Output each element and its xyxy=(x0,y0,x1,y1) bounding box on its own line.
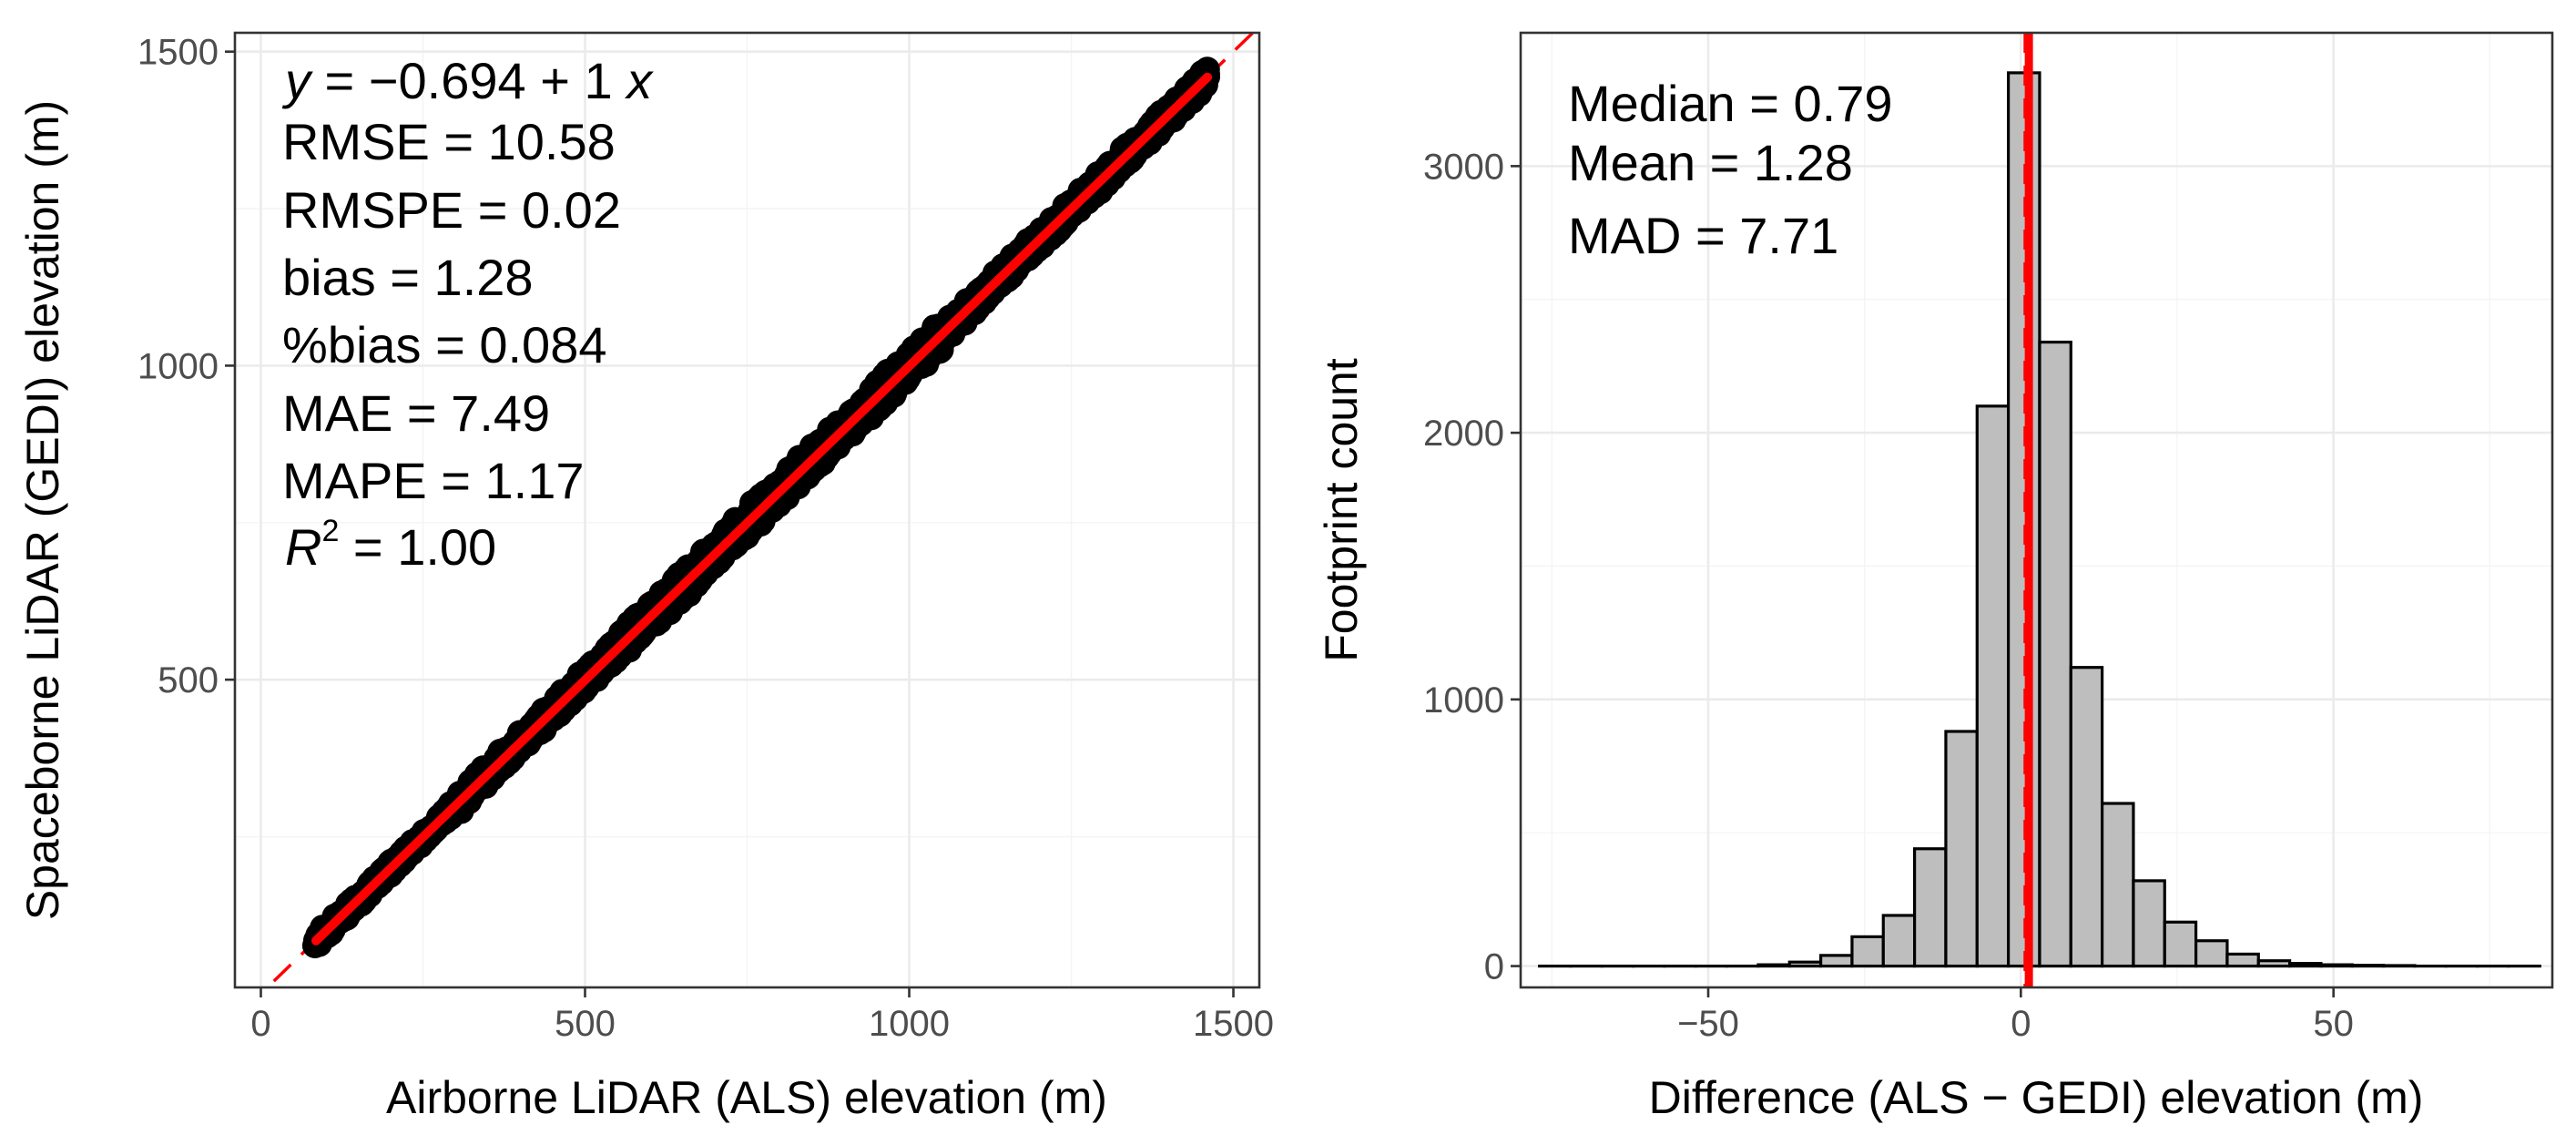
histogram-y-tick-label: 0 xyxy=(1484,947,1504,987)
scatter-y-tick-label: 1500 xyxy=(137,33,219,73)
histogram-bar xyxy=(1850,935,1885,968)
histogram-bar xyxy=(1818,954,1854,968)
fit-line xyxy=(311,72,1213,946)
histogram-bar xyxy=(2069,666,2104,968)
stat-rmspe: RMSPE = 0.02 xyxy=(282,181,621,239)
histogram-bar xyxy=(2132,879,2166,968)
histogram-bar xyxy=(1975,404,2011,968)
scatter-chart: 0 500 1000 1500 500 1000 1500 y = −0.694 + 1 … xyxy=(17,31,1274,1123)
equation-equals: = xyxy=(311,52,369,109)
histogram-bar xyxy=(2288,962,2323,968)
r2-symbol: R xyxy=(285,518,321,576)
histogram-x-axis-title: Difference (ALS − GEDI) elevation (m) xyxy=(1649,1072,2424,1123)
stat-mae: MAE = 7.49 xyxy=(282,384,550,442)
histogram-y-tick-label: 1000 xyxy=(1423,680,1504,721)
stat-mad: MAD = 7.71 xyxy=(1568,207,1838,264)
histogram-bar xyxy=(2194,939,2229,968)
equation-intercept: 0.694 xyxy=(399,52,526,109)
r2-value: = 1.00 xyxy=(339,518,496,576)
histogram-bar xyxy=(1913,847,1948,968)
histogram-bar xyxy=(1787,960,1823,968)
equation-minus-sign: − xyxy=(369,52,399,109)
histogram-bar xyxy=(1756,963,1791,968)
histogram-bar xyxy=(1881,914,1917,968)
stat-median: Median = 0.79 xyxy=(1568,75,1892,132)
histogram-panel-border xyxy=(1519,31,2554,989)
histogram-bar xyxy=(2038,340,2072,968)
scatter-y-tick-label: 1000 xyxy=(137,346,219,386)
scatter-x-axis-title: Airborne LiDAR (ALS) elevation (m) xyxy=(386,1072,1107,1123)
equation-coefficient: 1 xyxy=(585,52,627,109)
equation-y-symbol: y xyxy=(281,52,313,109)
equation-plus: + xyxy=(526,52,585,109)
r2-superscript: 2 xyxy=(321,514,339,548)
scatter-major-gridlines xyxy=(235,33,1259,987)
stat-r-squared: R2 = 1.00 xyxy=(285,514,496,576)
histogram-bar xyxy=(2256,959,2292,968)
scatter-y-tick-label: 500 xyxy=(158,660,219,700)
scatter-panel-border xyxy=(233,31,1261,989)
equation-x-symbol: x xyxy=(624,52,654,109)
scatter-x-tick-label: 1500 xyxy=(1193,1004,1274,1044)
histogram-y-tick-label: 3000 xyxy=(1423,147,1504,187)
stat-rmse: RMSE = 10.58 xyxy=(282,113,616,170)
histogram-y-axis-title: Footprint count xyxy=(1316,358,1367,662)
histogram-bar xyxy=(2101,802,2135,968)
histogram-bar xyxy=(1944,730,1979,968)
scatter-x-tick-label: 0 xyxy=(250,1004,270,1044)
scatter-y-axis-title: Spaceborne LiDAR (GEDI) elevation (m) xyxy=(17,100,68,920)
scatter-y-axis-ticks: 500 1000 1500 xyxy=(137,33,235,700)
fit-equation: y = −0.694 + 1 x xyxy=(281,52,654,109)
histogram-x-tick-label: −50 xyxy=(1677,1004,1739,1044)
histogram-y-axis-ticks: 0 1000 2000 3000 xyxy=(1423,147,1521,987)
histogram-bar xyxy=(2163,920,2198,968)
histogram-x-tick-label: 0 xyxy=(2011,1004,2031,1044)
scatter-x-tick-label: 500 xyxy=(555,1004,616,1044)
histogram-bars xyxy=(1537,71,2541,968)
histogram-bar xyxy=(2225,952,2260,968)
histogram-bar xyxy=(2319,963,2354,968)
stat-percent-bias: %bias = 0.084 xyxy=(282,316,606,373)
histogram-x-axis-ticks: −50 0 50 xyxy=(1677,987,2354,1044)
scatter-x-tick-label: 1000 xyxy=(869,1004,950,1044)
stat-mape: MAPE = 1.17 xyxy=(282,452,585,509)
scatter-x-axis-ticks: 0 500 1000 1500 xyxy=(250,987,1274,1044)
stat-bias: bias = 1.28 xyxy=(282,249,534,306)
histogram-y-tick-label: 2000 xyxy=(1423,414,1504,454)
stat-mean: Mean = 1.28 xyxy=(1568,134,1853,191)
histogram-x-tick-label: 50 xyxy=(2313,1004,2354,1044)
